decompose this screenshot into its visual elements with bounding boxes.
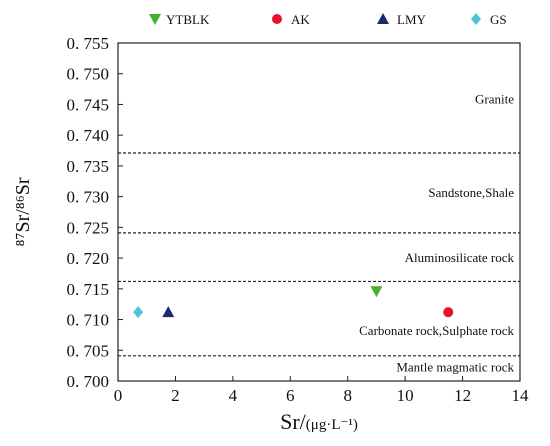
y-tick-label: 0. 720 bbox=[67, 249, 110, 268]
region-label: Mantle magmatic rock bbox=[396, 359, 514, 374]
legend-label-lmy: LMY bbox=[397, 12, 427, 27]
x-tick-label: 4 bbox=[229, 386, 238, 405]
plot-frame bbox=[117, 42, 521, 382]
x-axis-label-unit: (μg·L⁻¹) bbox=[306, 417, 358, 433]
y-tick-label: 0. 750 bbox=[67, 65, 110, 84]
plot-layer: Granite Sandstone,Shale Aluminosilicate ro… bbox=[118, 92, 520, 374]
x-axis-label: Sr/(μg·L⁻¹) bbox=[280, 409, 358, 434]
region-label: Carbonate rock,Sulphate rock bbox=[359, 323, 514, 338]
data-point-gs bbox=[133, 306, 144, 319]
y-axis-label: ⁸⁷Sr/⁸⁶Sr bbox=[12, 177, 34, 246]
x-tick-label: 0 bbox=[114, 386, 123, 405]
y-tick-label: 0. 705 bbox=[67, 341, 110, 360]
data-point-ak bbox=[443, 307, 454, 318]
legend-label-ytblk: YTBLK bbox=[166, 12, 210, 27]
legend-marker-ytblk bbox=[149, 14, 161, 25]
x-tick-label: 10 bbox=[397, 386, 414, 405]
y-tick-label: 0. 715 bbox=[67, 280, 110, 299]
data-point-lmy bbox=[162, 306, 175, 318]
x-tick-label: 14 bbox=[512, 386, 530, 405]
y-tick-label: 0. 740 bbox=[67, 126, 110, 145]
y-tick-label: 0. 700 bbox=[67, 372, 110, 391]
legend-label-gs: GS bbox=[490, 12, 507, 27]
legend: YTBLK AK LMY GS bbox=[149, 12, 507, 27]
legend-marker-gs bbox=[471, 13, 481, 25]
region-label: Granite bbox=[475, 92, 514, 107]
x-axis-label-main: Sr/ bbox=[280, 409, 307, 434]
axes: 0. 700 0. 705 0. 710 0. 715 0. 720 0. 725 0. 7… bbox=[67, 34, 530, 405]
y-tick-label: 0. 730 bbox=[67, 188, 110, 207]
x-tick-label: 12 bbox=[454, 386, 471, 405]
y-tick-label: 0. 710 bbox=[67, 311, 110, 330]
legend-marker-ak bbox=[272, 14, 282, 24]
region-label: Sandstone,Shale bbox=[428, 185, 514, 200]
x-tick-label: 8 bbox=[343, 386, 352, 405]
region-label: Aluminosilicate rock bbox=[405, 250, 515, 265]
y-tick-label: 0. 745 bbox=[67, 95, 110, 114]
y-tick-label: 0. 755 bbox=[67, 34, 110, 53]
y-tick-label: 0. 725 bbox=[67, 218, 110, 237]
x-tick-label: 6 bbox=[286, 386, 295, 405]
y-tick-label: 0. 735 bbox=[67, 157, 110, 176]
legend-label-ak: AK bbox=[291, 12, 310, 27]
data-point-ytblk bbox=[370, 286, 383, 298]
legend-marker-lmy bbox=[377, 13, 389, 24]
x-tick-label: 2 bbox=[171, 386, 180, 405]
